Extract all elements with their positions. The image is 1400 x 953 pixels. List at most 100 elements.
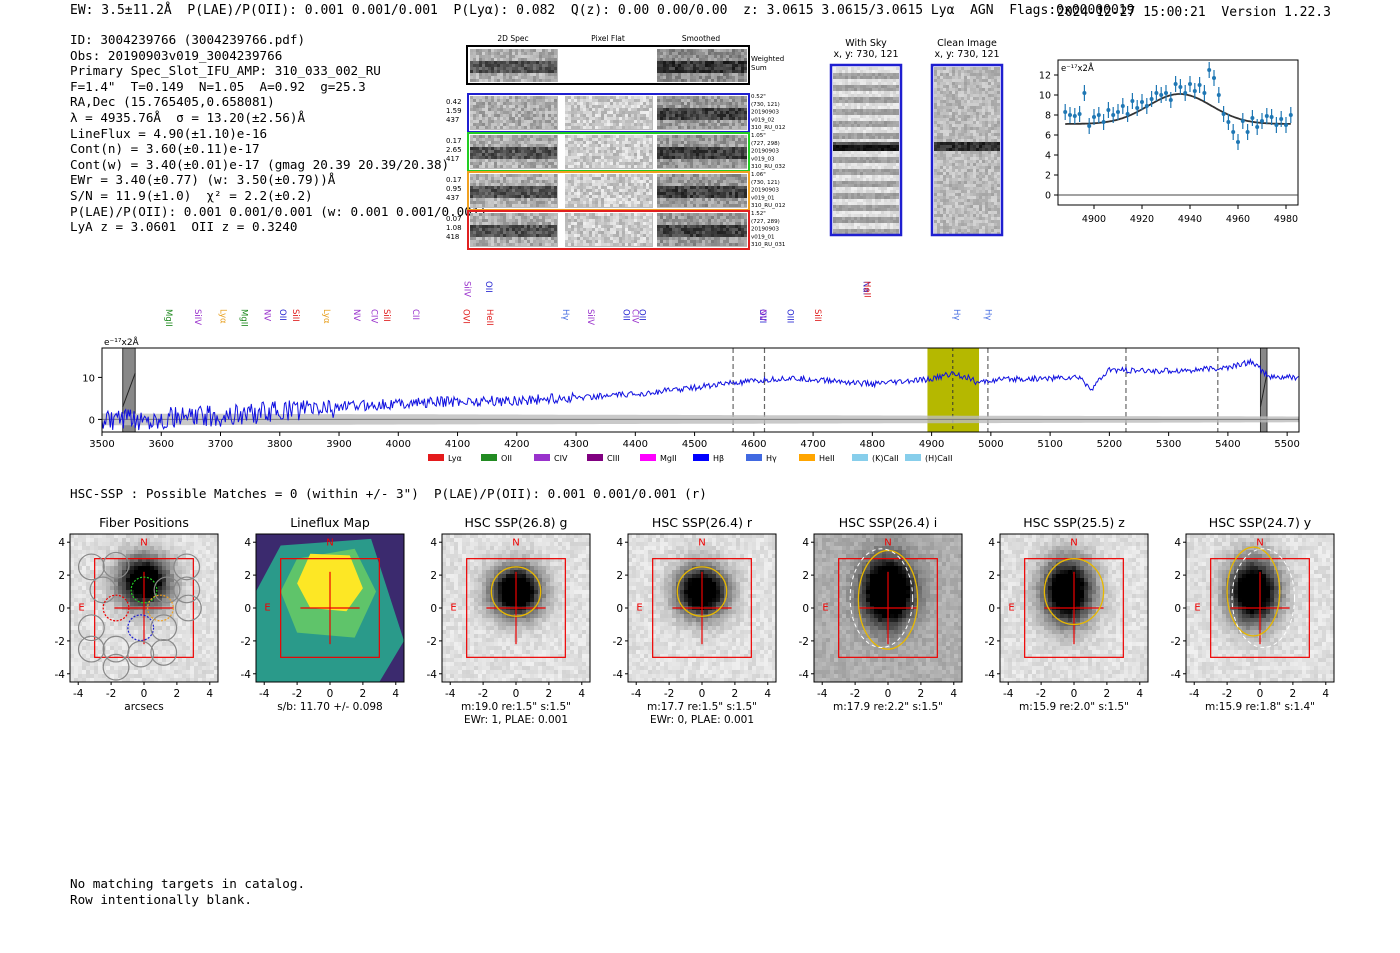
inset-point bbox=[1178, 85, 1183, 89]
imaging-cutouts: Fiber Positions N E -4 -4 -2 -2 0 0 2 2 4 4 arcsecs Li… bbox=[55, 515, 1335, 725]
legend-swatch bbox=[481, 454, 497, 461]
line-id-label: NV bbox=[757, 309, 767, 321]
sky-panel-frame bbox=[930, 63, 1004, 237]
cutout-row-stat: 0.17 bbox=[446, 176, 462, 184]
inset-point bbox=[1274, 123, 1279, 127]
image-xtick-label: 2 bbox=[360, 688, 367, 700]
line-id-label: NaI bbox=[860, 281, 870, 295]
cutout-row-meta: 310_RU_032 bbox=[751, 164, 785, 170]
image-panel: HSC SSP(25.5) z N E -4 -4 -2 -2 0 0 2 2 4 4 m:15.9 re… bbox=[985, 515, 1149, 713]
line-id-label: Hγ bbox=[560, 309, 570, 320]
inset-point bbox=[1082, 91, 1087, 95]
spectrum-xtick-label: 4600 bbox=[741, 439, 766, 450]
legend-label: HeII bbox=[819, 454, 835, 463]
cutout-row-stat: 0.42 bbox=[446, 98, 462, 106]
inset-point bbox=[1140, 100, 1144, 104]
image-panel: Fiber Positions N E -4 -4 -2 -2 0 0 2 2 4 4 arcsecs bbox=[55, 515, 219, 713]
image-xtick-label: 2 bbox=[732, 688, 739, 700]
cutout-row-meta: 20190903 bbox=[751, 188, 779, 194]
cutout-image bbox=[470, 96, 558, 130]
spectrum-xtick-label: 4000 bbox=[386, 439, 411, 450]
line-id-label: CII bbox=[410, 309, 420, 320]
line-id-label: SiII bbox=[290, 309, 300, 322]
weighted-sum-label: Weighted bbox=[751, 55, 784, 63]
cutout-row-meta: v019_02 bbox=[751, 117, 775, 123]
inset-point bbox=[1168, 98, 1173, 102]
sky-panel-title: Clean Image bbox=[937, 38, 997, 49]
detection-info: ID: 3004239766 (3004239766.pdf) Obs: 2019… bbox=[70, 32, 487, 235]
inset-point bbox=[1284, 123, 1288, 127]
masked-hatch bbox=[122, 373, 136, 407]
line-id-label: OII bbox=[483, 281, 493, 293]
image-xtick-label: -4 bbox=[1003, 688, 1014, 700]
line-id-label: SiIV bbox=[585, 309, 595, 325]
cutout-header: Smoothed bbox=[682, 34, 721, 43]
inset-point bbox=[1260, 119, 1264, 123]
cutout-image bbox=[470, 213, 558, 247]
spectrum-xtick-label: 4700 bbox=[800, 439, 825, 450]
image-ytick-label: 4 bbox=[244, 537, 251, 549]
image-ytick-label: 2 bbox=[616, 570, 623, 582]
line-id-label: OII bbox=[620, 309, 630, 321]
line-id-label: NV bbox=[351, 309, 361, 321]
source-ellipse bbox=[857, 549, 919, 650]
image-ytick-label: 0 bbox=[802, 603, 809, 615]
image-xtick-label: -4 bbox=[817, 688, 828, 700]
image-xtick-label: 0 bbox=[1257, 688, 1264, 700]
info-line: P(LAE)/P(OII): 0.001 0.001/0.001 (w: 0.0… bbox=[70, 203, 488, 219]
cutout-row-meta: 310_RU_012 bbox=[751, 125, 785, 131]
cutout-header: Pixel Flat bbox=[591, 34, 625, 43]
sky-panel-image bbox=[934, 67, 1000, 235]
version: Version 1.22.3 bbox=[1221, 5, 1331, 20]
inset-xtick-label: 4920 bbox=[1130, 214, 1154, 225]
spectrum-xtick-label: 4300 bbox=[563, 439, 588, 450]
catalog-ellipse bbox=[849, 548, 914, 648]
legend-swatch bbox=[852, 454, 868, 461]
cutout-image bbox=[657, 49, 747, 82]
legend-label: (H)CaII bbox=[925, 454, 952, 463]
line-id-label: MgII bbox=[163, 309, 173, 327]
spectrum-xtick-label: 4200 bbox=[504, 439, 529, 450]
aperture-box bbox=[1210, 558, 1310, 658]
spectrum-xtick-label: 5300 bbox=[1156, 439, 1181, 450]
inset-point bbox=[1096, 113, 1101, 117]
legend-label: Lyα bbox=[448, 454, 462, 463]
image-xtick-label: 0 bbox=[885, 688, 892, 700]
cutout-row-meta: (730, 121) bbox=[751, 102, 780, 108]
cutout-image bbox=[657, 213, 747, 247]
inset-ytick-label: 0 bbox=[1045, 191, 1051, 202]
spectrum-xtick-label: 4900 bbox=[919, 439, 944, 450]
cutout-row-meta: (727, 298) bbox=[751, 141, 780, 147]
image-ytick-label: 0 bbox=[616, 603, 623, 615]
spectrum-xtick-label: 3900 bbox=[326, 439, 351, 450]
line-id-label: NV bbox=[261, 309, 271, 321]
image-ytick-label: -2 bbox=[427, 636, 437, 648]
cutout-row-stat: 1.59 bbox=[446, 107, 462, 115]
legend-label: MgII bbox=[660, 454, 677, 463]
cutout-image bbox=[470, 135, 558, 169]
image-xtick-label: -2 bbox=[664, 688, 674, 700]
image-ytick-label: 2 bbox=[430, 570, 437, 582]
catalog-ellipse bbox=[1231, 548, 1296, 648]
cutout-row-stat: 417 bbox=[446, 155, 459, 163]
spectrum-xtick-label: 4100 bbox=[445, 439, 470, 450]
north-label: N bbox=[326, 538, 333, 549]
inset-point bbox=[1154, 91, 1159, 95]
image-ytick-label: 2 bbox=[244, 570, 251, 582]
line-id-label: HeII bbox=[484, 309, 494, 326]
image-ytick-label: 4 bbox=[802, 537, 809, 549]
image-panel-title: Lineflux Map bbox=[290, 515, 370, 530]
spectrum-unit-label: e⁻¹⁷x2Å bbox=[104, 336, 140, 348]
line-id-label: Hγ bbox=[983, 309, 993, 320]
image-xtick-label: -4 bbox=[445, 688, 456, 700]
image-xtick-label: -2 bbox=[106, 688, 116, 700]
cutout-image bbox=[565, 135, 653, 169]
image-xtick-label: 4 bbox=[950, 688, 957, 700]
image-xtick-label: 2 bbox=[174, 688, 181, 700]
info-line: F=1.4" T=0.149 N=1.05 A=0.92 g=25.3 bbox=[70, 78, 366, 94]
inset-point bbox=[1135, 106, 1140, 110]
spectrum-xtick-label: 5200 bbox=[1097, 439, 1122, 450]
image-ytick-label: -4 bbox=[1171, 669, 1182, 681]
image-caption: m:15.9 re:1.8" s:1.4" bbox=[1205, 701, 1315, 713]
spectrum-xtick-label: 5100 bbox=[1037, 439, 1062, 450]
